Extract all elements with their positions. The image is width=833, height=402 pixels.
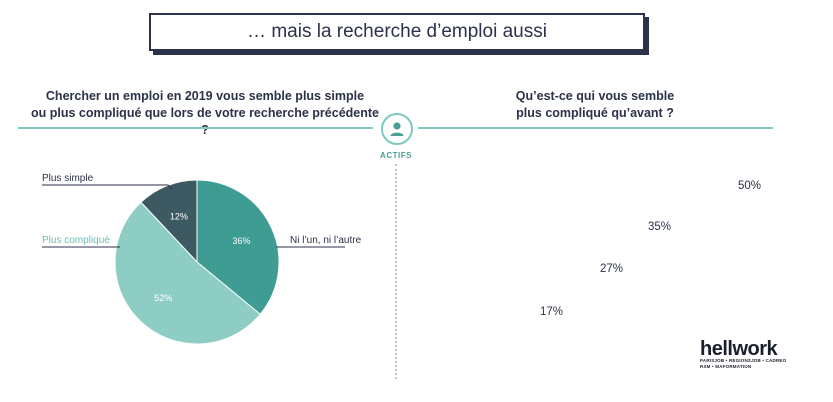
vertical-divider (395, 164, 397, 379)
pie-value-ni-lun: 36% (233, 236, 251, 246)
pie-slice-plus-simple (140, 179, 198, 264)
bar-poste-recherche: Je suis plus exigeant sur le poste reche… (426, 222, 611, 234)
pie-slice-plus-complique (114, 201, 261, 345)
bar-value-poste-recherche: 35% (648, 221, 672, 233)
bar-value-offres: 27% (600, 263, 624, 275)
pie-value-plus-complique: 52% (154, 293, 172, 303)
leader-plus-simple (42, 184, 173, 190)
pie-label-plus-complique: Plus compliqué (42, 235, 110, 246)
left-question: Chercher un emploi en 2019 vous semble p… (30, 89, 379, 137)
right-question: Qu’est-ce qui vous semble plus compliqué… (515, 89, 675, 120)
person-icon (381, 113, 413, 145)
pie-value-plus-simple: 12% (170, 211, 188, 221)
bar-savoir-etre: Les recruteurs sont plus exigeants sur l… (426, 296, 513, 329)
pie-slice-ni-lun (196, 179, 280, 315)
bar-value-savoir-etre: 17% (540, 306, 564, 318)
bar-offres: Les offres sont moins attractives (426, 264, 563, 276)
slide-title: … mais la recherche d’emploi aussi (149, 13, 645, 51)
pie-label-ni-lun: Ni l’un, ni l’autre (290, 235, 362, 246)
pie-label-plus-simple: Plus simple (42, 173, 94, 184)
right-divider (418, 127, 773, 129)
left-divider (18, 127, 373, 129)
bar-value-competences: 50% (738, 180, 762, 192)
bar-competences: Les recruteurs sont plus exigeants sur l… (426, 180, 661, 192)
brand-logo: hellwork PARISJOB • REGIONSJOB • CADREO … (700, 338, 787, 369)
segment-label: ACTIFS (380, 151, 412, 160)
